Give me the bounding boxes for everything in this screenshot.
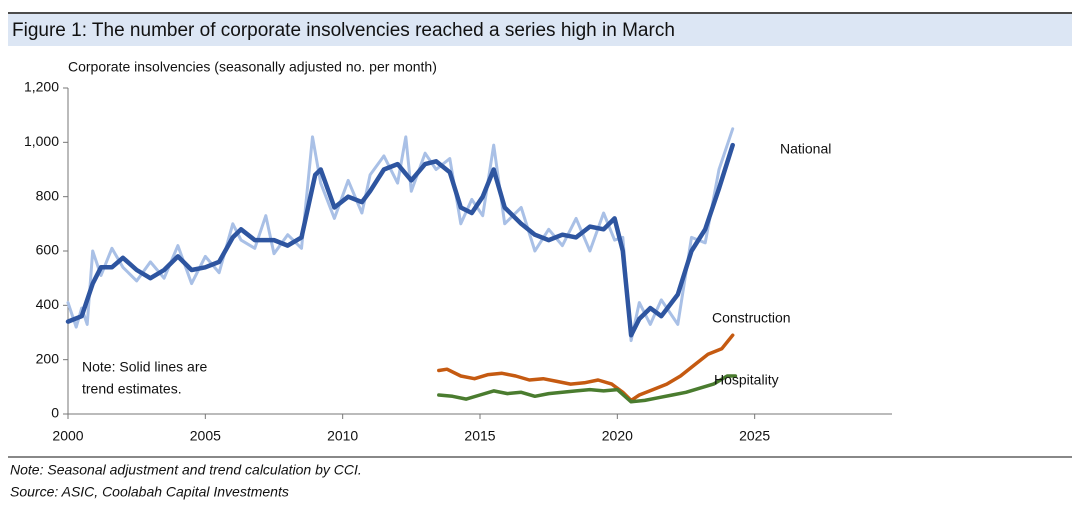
series-line [66, 127, 735, 343]
x-tick-label: 2005 [190, 428, 221, 444]
y-tick-label: 1,200 [24, 79, 59, 95]
y-tick-label: 200 [36, 350, 60, 366]
annotation: trend estimates. [82, 381, 182, 397]
series-line [437, 374, 738, 404]
series-line [65, 142, 735, 338]
y-tick-label: 0 [51, 405, 59, 421]
series-label: Hospitality [714, 372, 779, 388]
x-tick-label: 2000 [52, 428, 83, 444]
x-tick-label: 2010 [327, 428, 358, 444]
x-tick-label: 2020 [602, 428, 633, 444]
series-label: National [780, 141, 831, 157]
y-tick-label: 800 [36, 187, 60, 203]
y-tick-label: 1,000 [24, 133, 59, 149]
chart-title: Figure 1: The number of corporate insolv… [12, 20, 675, 41]
annotation: Note: Solid lines are [82, 359, 208, 375]
series-line [437, 333, 735, 403]
y-axis-label: Corporate insolvencies (seasonally adjus… [68, 59, 437, 75]
y-tick-label: 400 [36, 296, 60, 312]
series-label: Construction [712, 310, 791, 326]
x-tick-label: 2015 [464, 428, 495, 444]
footnote: Note: Seasonal adjustment and trend calc… [10, 462, 362, 478]
y-tick-label: 600 [36, 242, 60, 258]
footnote: Source: ASIC, Coolabah Capital Investmen… [10, 484, 289, 500]
x-tick-label: 2025 [739, 428, 770, 444]
title-band [8, 14, 1072, 46]
